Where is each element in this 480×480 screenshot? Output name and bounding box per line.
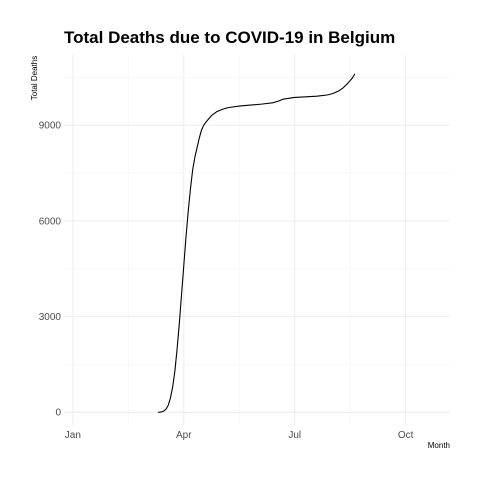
x-tick-label: Oct — [398, 430, 414, 441]
grid — [64, 55, 450, 425]
y-tick-label: 3000 — [39, 312, 62, 323]
x-tick-label: Jul — [288, 430, 301, 441]
x-axis-label: Month — [428, 441, 450, 450]
y-tick-label: 6000 — [39, 216, 62, 227]
x-tick-label: Apr — [176, 430, 192, 441]
y-tick-label: 0 — [55, 408, 61, 419]
series-layer — [157, 73, 356, 413]
series-line-total-deaths — [157, 73, 356, 413]
x-tick-label: Jan — [65, 430, 81, 441]
tick-labels: 0 3000 6000 9000 Jan Apr Jul Oct — [39, 121, 414, 441]
chart-title: Total Deaths due to COVID-19 in Belgium — [64, 28, 395, 47]
y-axis-label: Total Deaths — [30, 56, 39, 100]
y-tick-label: 9000 — [39, 121, 62, 132]
